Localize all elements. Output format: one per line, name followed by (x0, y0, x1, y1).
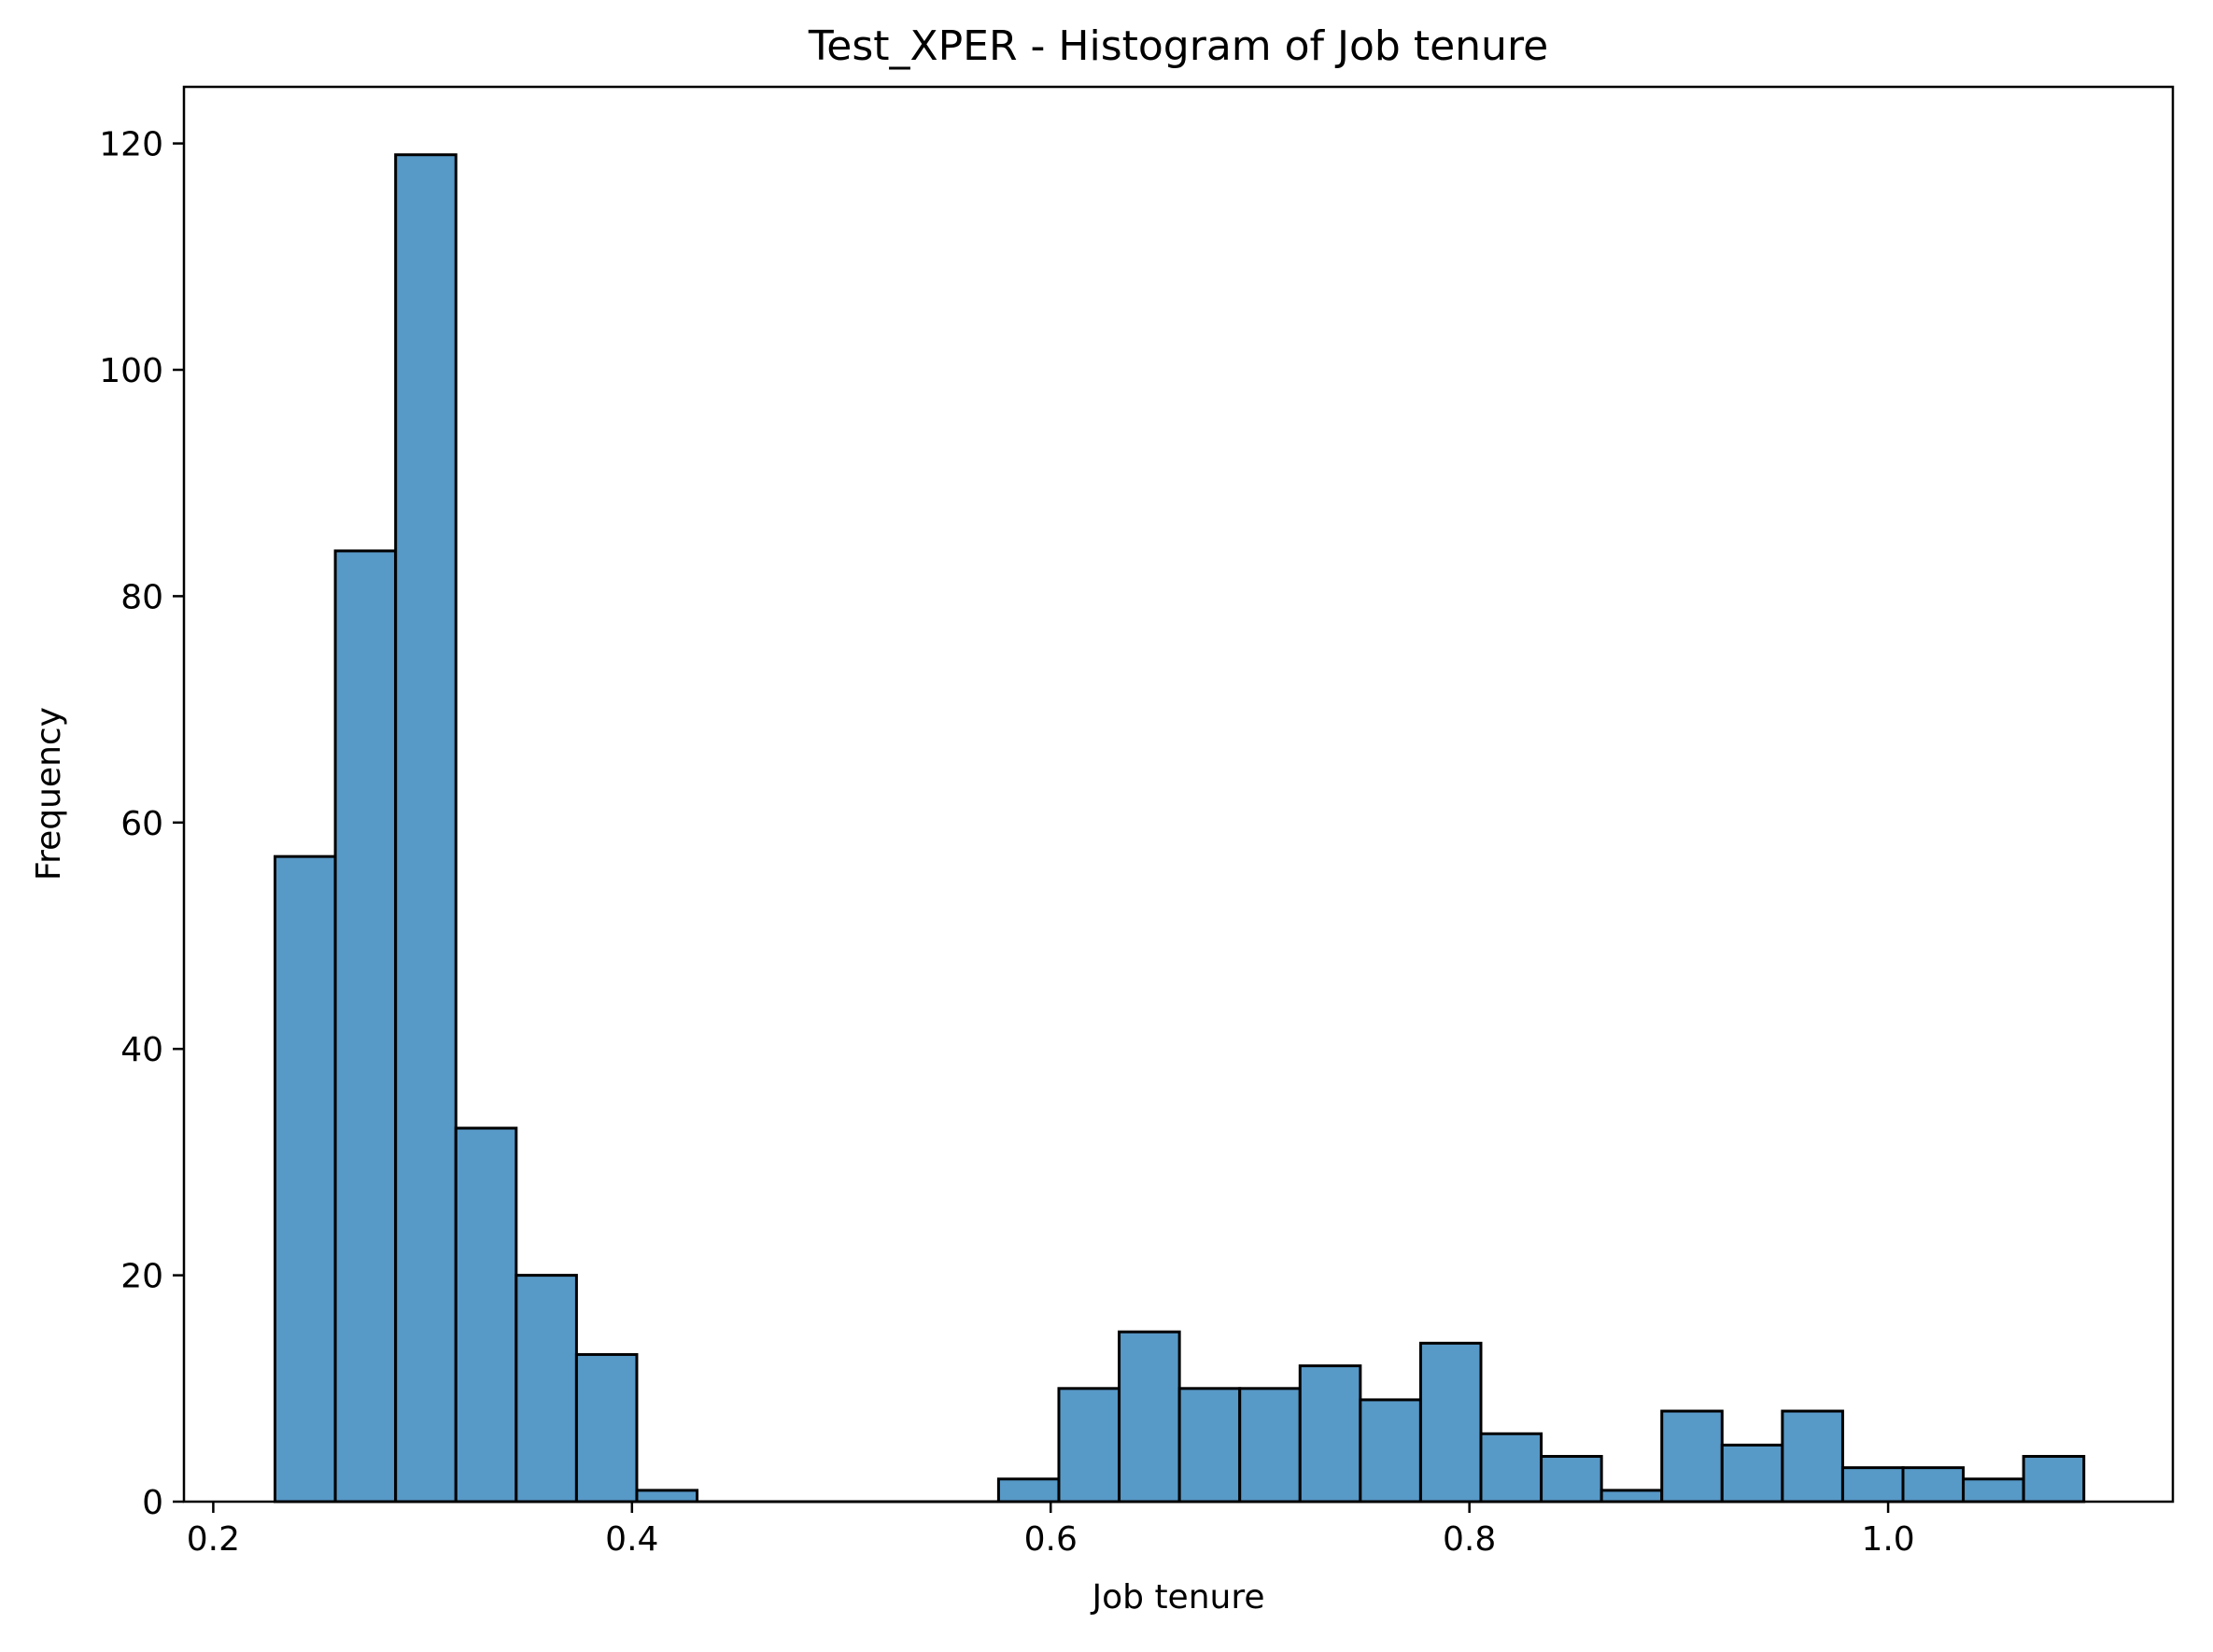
histogram-bar (1781, 1409, 1844, 1504)
y-tick-label: 60 (120, 805, 163, 843)
histogram-bar (1418, 1341, 1483, 1504)
y-tick-label: 120 (99, 126, 163, 164)
histogram-bar (333, 549, 398, 1504)
histogram-bar (1962, 1477, 2025, 1504)
histogram-bar (1840, 1466, 1905, 1504)
y-tick-label: 100 (99, 352, 163, 390)
y-tick-label: 0 (142, 1484, 163, 1522)
histogram-bar (1479, 1432, 1543, 1504)
histogram-bar (574, 1352, 639, 1504)
histogram-bar (1238, 1387, 1302, 1504)
x-tick-label: 0.2 (187, 1520, 240, 1559)
y-axis-label: Frequency (30, 707, 68, 881)
histogram-bar (394, 153, 458, 1504)
histogram-bar (1118, 1330, 1181, 1504)
histogram-bar (1660, 1409, 1724, 1504)
histogram-bar (996, 1477, 1061, 1504)
y-tick-label: 20 (120, 1258, 163, 1296)
histogram-bar (1057, 1387, 1121, 1504)
histogram-bar (1298, 1364, 1362, 1504)
x-tick-label: 0.8 (1443, 1520, 1496, 1559)
histogram-bar (1177, 1387, 1242, 1504)
histogram-bar (454, 1126, 518, 1504)
histogram-bar (274, 854, 337, 1504)
histogram-bar (635, 1489, 699, 1504)
chart-title: Test_XPER - Histogram of Job tenure (808, 22, 1548, 70)
y-axis-ticks: 0 20 40 60 80 100 120 (99, 126, 184, 1522)
histogram-bar (514, 1274, 578, 1504)
x-tick-label: 1.0 (1861, 1520, 1914, 1559)
histogram-bar (1600, 1489, 1664, 1504)
x-axis-label: Job tenure (1091, 1578, 1265, 1617)
histogram-bar (1540, 1455, 1603, 1504)
y-tick-label: 40 (120, 1031, 163, 1069)
histogram-bar (2022, 1455, 2086, 1504)
x-axis-ticks: 0.2 0.4 0.6 0.8 1.0 (187, 1502, 1915, 1559)
histogram-bar (1901, 1466, 1966, 1504)
histogram-bar (1720, 1443, 1784, 1504)
x-tick-label: 0.4 (605, 1520, 658, 1559)
x-tick-label: 0.6 (1024, 1520, 1078, 1559)
bars-group (274, 153, 2086, 1504)
y-tick-label: 80 (120, 578, 163, 616)
plot-frame (182, 85, 2175, 1504)
histogram-bar (1359, 1398, 1422, 1504)
